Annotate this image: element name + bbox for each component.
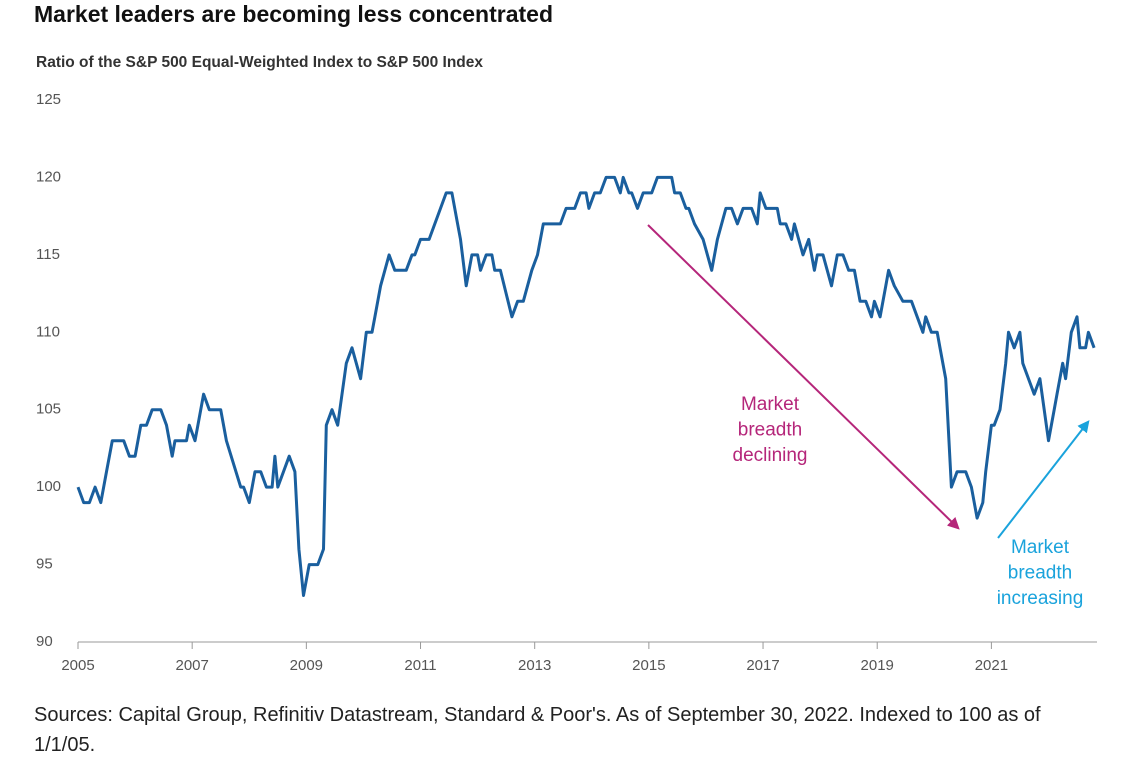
x-tick-label: 2019 bbox=[861, 657, 894, 674]
x-tick-label: 2015 bbox=[632, 657, 665, 674]
y-tick-label: 120 bbox=[36, 168, 61, 185]
x-tick-label: 2007 bbox=[175, 657, 208, 674]
x-tick-label: 2021 bbox=[975, 657, 1008, 674]
y-tick-label: 115 bbox=[36, 246, 60, 263]
x-tick-label: 2005 bbox=[61, 657, 94, 674]
y-tick-label: 90 bbox=[36, 633, 53, 650]
x-tick-label: 2013 bbox=[518, 657, 551, 674]
annotation: Market breadth increasing bbox=[997, 537, 1084, 609]
x-tick-label: 2009 bbox=[290, 657, 323, 674]
chart-subtitle: Ratio of the S&P 500 Equal-Weighted Inde… bbox=[36, 54, 483, 71]
y-tick-label: 100 bbox=[36, 478, 61, 495]
data-line bbox=[76, 175, 1096, 597]
source-note: Sources: Capital Group, Refinitiv Datast… bbox=[34, 704, 1041, 756]
y-tick-label: 110 bbox=[36, 323, 60, 340]
x-tick-label: 2011 bbox=[404, 657, 436, 674]
annotation: Market breadth declining bbox=[733, 394, 808, 466]
y-tick-label: 105 bbox=[36, 401, 61, 418]
annotation-arrow bbox=[647, 224, 960, 530]
chart: Market leaders are becoming less concent… bbox=[34, 1, 1097, 674]
y-tick-label: 95 bbox=[36, 556, 53, 573]
x-tick-label: 2017 bbox=[746, 657, 779, 674]
annotation-arrow bbox=[997, 420, 1090, 539]
y-tick-label: 125 bbox=[36, 91, 61, 108]
chart-title: Market leaders are becoming less concent… bbox=[34, 1, 553, 27]
